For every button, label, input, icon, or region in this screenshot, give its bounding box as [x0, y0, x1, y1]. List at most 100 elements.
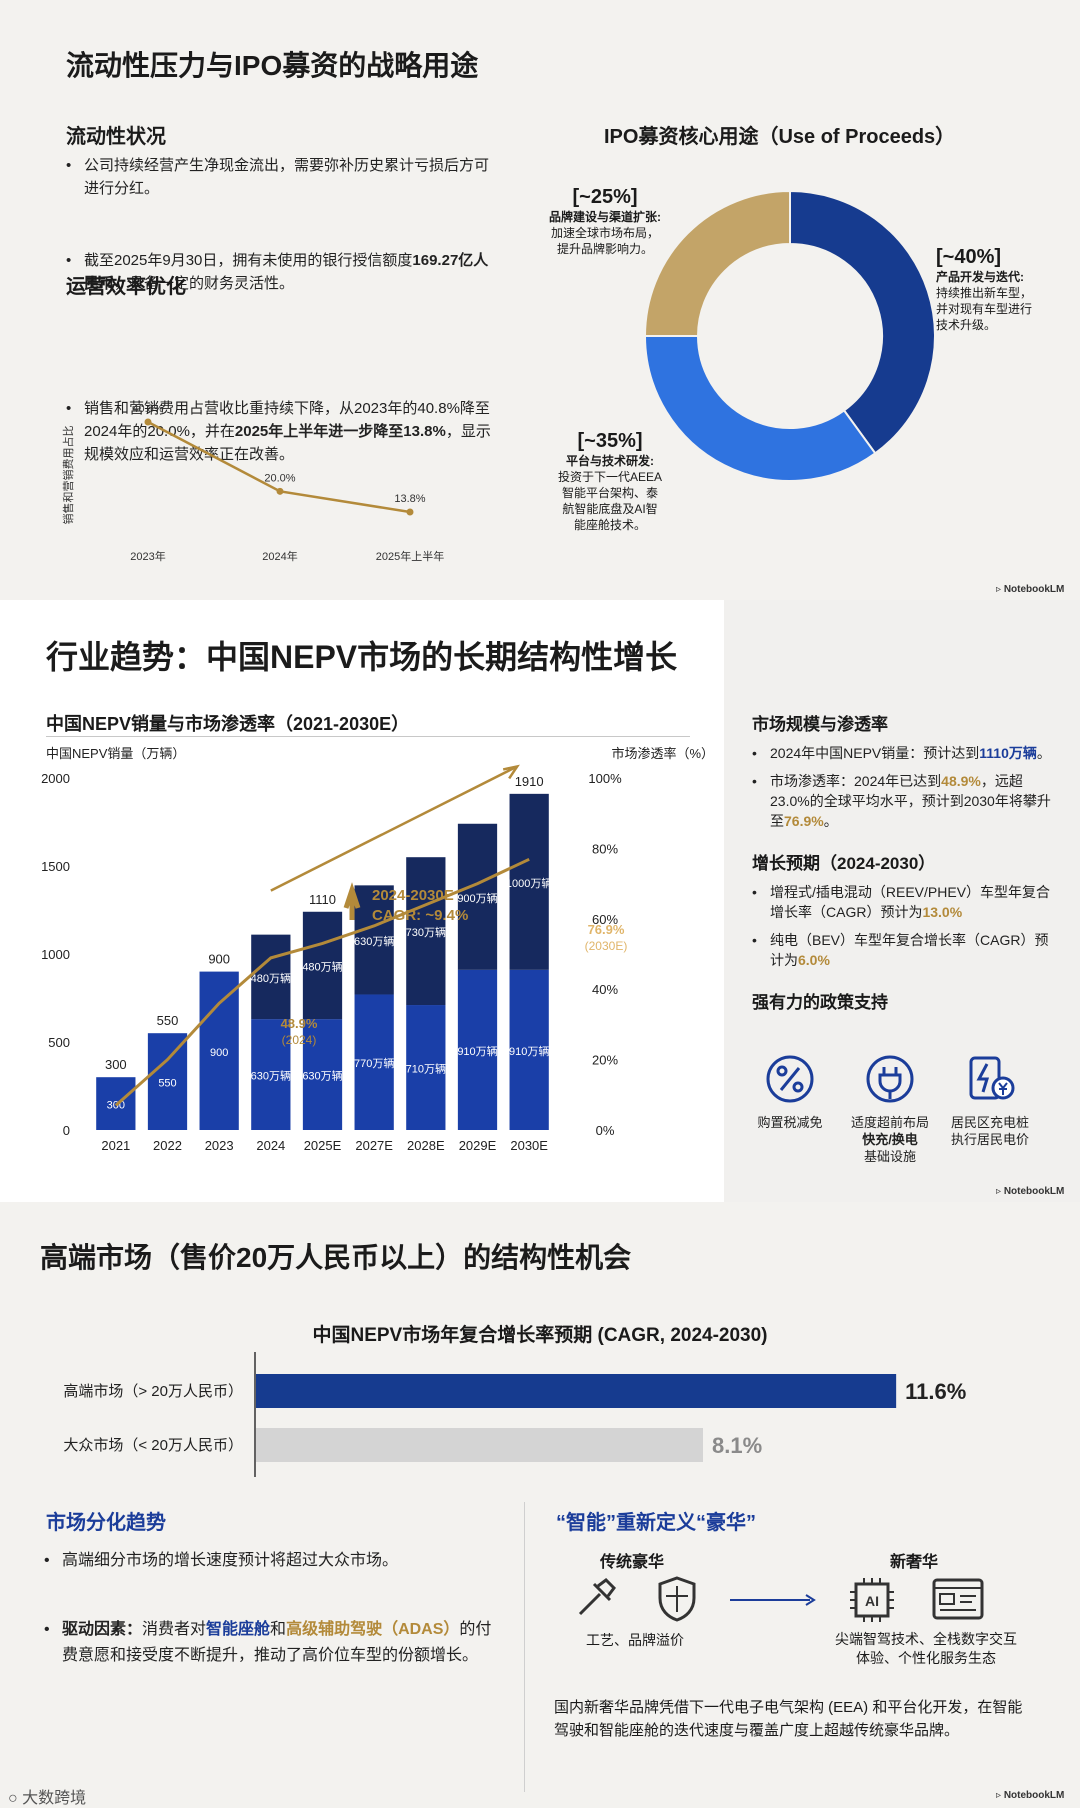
ipo-brand-desc-2: 提升品牌影响力。	[556, 242, 653, 256]
sales-expense-point	[144, 418, 152, 426]
nepv-bar-upper-label: 1000万辆	[506, 876, 552, 890]
nepv-bar-upper	[509, 793, 549, 970]
cagr-trend-arrowhead	[502, 764, 520, 780]
ipo-segment-platform: [~35%] 平台与技术研发: 投资于下一代AEEA 智能平台架构、泰 航智能底…	[545, 430, 675, 533]
side-bullet-4: 纯电（BEV）车型年复合增长率（CAGR）预计为6.0%	[752, 930, 1052, 970]
ipo-platform-desc-1: 投资于下一代AEEA	[557, 470, 663, 484]
sales-expense-ylabel: 销售和营销费用占比	[61, 426, 75, 525]
ipo-brand-desc-1: 加速全球市场布局，	[550, 226, 659, 240]
cagr-category-label: 大众市场（< 20万人民币）	[63, 1437, 243, 1454]
nepv-bar-upper-label: 900万辆	[457, 891, 497, 905]
ipo-brand-title: 品牌建设与渠道扩张:	[549, 210, 661, 224]
luxury-heading: “智能”重新定义“豪华”	[556, 1512, 756, 1534]
nepv-bar-lower-label: 910万辆	[457, 1044, 497, 1058]
pen-2024-label: 48.9%	[281, 1016, 318, 1031]
ipo-segment-product: [~40%] 产品开发与迭代: 持续推出新车型， 并对现有车型进行 技术升级。	[936, 246, 1066, 333]
left-axis-label: 中国NEPV销量（万辆）	[46, 746, 185, 761]
side-bullet-1: 2024年中国NEPV销量：预计达到1110万辆。	[752, 743, 1052, 763]
cagr-category-label: 高端市场（> 20万人民币）	[63, 1383, 243, 1400]
sales-expense-point	[276, 487, 284, 495]
nepv-total-label: 1110	[309, 892, 336, 907]
policy-residential-l1: 居民区充电桩	[950, 1115, 1029, 1130]
nepv-bar-lower-label: 910万辆	[509, 1044, 549, 1058]
ai-chip-icon: AI	[850, 1578, 894, 1622]
nepv-total-label: 1910	[515, 774, 544, 789]
percent-icon	[766, 1055, 814, 1103]
notebooklm-badge-3: ▹ NotebookLM	[996, 1790, 1065, 1801]
right-tick-label: 40%	[592, 982, 618, 997]
trend-bullet-2: 驱动因素：消费者对智能座舱和高级辅助驾驶（ADAS）的付费意愿和接受度不断提升，…	[44, 1617, 494, 1669]
efficiency-heading: 运营效率优化	[66, 276, 186, 298]
sales-expense-line-chart: 销售和营销费用占比 40.8% 2023年 20.0% 2024年 13.8% 2025年…	[61, 403, 444, 563]
sidebar-content: 市场规模与渗透率 2024年中国NEPV销量：预计达到1110万辆。 市场渗透率…	[752, 710, 1052, 1013]
nepv-x-label: 2025E	[304, 1138, 342, 1153]
footer-brand: ○ 大数跨境	[8, 1790, 87, 1807]
nepv-bar-upper-label: 730万辆	[406, 925, 446, 939]
sales-expense-x-label: 2023年	[130, 549, 165, 563]
nepv-bar-lower	[302, 1019, 343, 1130]
ipo-platform-desc-4: 能座舱技术。	[573, 518, 646, 532]
nepv-x-label: 2021	[101, 1138, 130, 1153]
column-divider	[524, 1502, 525, 1792]
page-title: 流动性压力与IPO募资的战略用途	[66, 50, 479, 81]
cagr-hbar-chart: 高端市场（> 20万人民币） 11.6% 大众市场（< 20万人民币） 8.1%	[63, 1352, 966, 1477]
penetration-line	[114, 857, 530, 1107]
side-h1: 市场规模与渗透率	[752, 715, 888, 734]
nepv-total-label: 900	[208, 952, 230, 967]
ipo-product-desc-1: 持续推出新车型，	[936, 286, 1033, 300]
panel-industry-trend: 行业趋势：中国NEPV市场的长期结构性增长 中国NEPV销量与市场渗透率（202…	[0, 600, 1080, 1202]
nepv-total-label: 550	[157, 1013, 179, 1028]
nepv-x-label: 2029E	[459, 1138, 497, 1153]
nepv-bar-lower-label: 710万辆	[406, 1062, 446, 1076]
policy-residential-l2: 执行居民电价	[950, 1132, 1029, 1147]
left-tick-label: 1500	[41, 859, 70, 874]
ipo-platform-pct: [~35%]	[577, 430, 643, 452]
cagr-trend-arrow	[270, 766, 516, 892]
pen-2024-sub: (2024)	[282, 1033, 317, 1047]
luxury-body: 国内新奢华品牌凭借下一代电子电气架构 (EEA) 和平台化开发，在智能驾驶和智能…	[554, 1699, 1023, 1739]
sales-expense-line	[147, 420, 411, 514]
notebooklm-badge-2: ▹ NotebookLM	[996, 1186, 1065, 1197]
ipo-donut-slice	[643, 335, 877, 482]
nepv-bar-lower	[406, 1005, 446, 1130]
side-bullet-3: 增程式/插电混动（REEV/PHEV）车型年复合增长率（CAGR）预计为13.0…	[752, 882, 1052, 922]
policy-charging-l3: 基础设施	[863, 1149, 916, 1164]
policy-tax-label: 购置税减免	[757, 1115, 823, 1130]
left-tick-label: 1000	[41, 947, 70, 962]
trend-bullet-1: 高端细分市场的增长速度预计将超过大众市场。	[44, 1548, 494, 1573]
nepv-x-label: 2030E	[510, 1138, 548, 1153]
policy-charging-l2: 快充/换电	[862, 1132, 918, 1147]
ipo-platform-desc-3: 航智能底盘及AI智	[562, 502, 658, 516]
nepv-bar-upper-label: 630万辆	[354, 934, 394, 948]
new-luxury-title: 新奢华	[890, 1554, 939, 1571]
right-tick-label: 0%	[596, 1123, 615, 1138]
right-tick-label: 60%	[592, 912, 618, 927]
policy-residential: 居民区充电桩 执行居民电价	[940, 1052, 1040, 1148]
cagr-bar	[256, 1374, 897, 1408]
ipo-product-title: 产品开发与迭代:	[936, 270, 1024, 284]
cagr-bar	[256, 1428, 703, 1462]
ipo-segment-brand: [~25%] 品牌建设与渠道扩张: 加速全球市场布局， 提升品牌影响力。	[540, 186, 670, 257]
nepv-bar-upper	[302, 911, 343, 1020]
sales-expense-value-label: 13.8%	[394, 493, 425, 505]
nepv-chart-title: 中国NEPV销量与市场渗透率（2021-2030E）	[46, 714, 410, 734]
nepv-x-label: 2022	[153, 1138, 182, 1153]
nepv-combo-chart: 中国NEPV销量（万辆） 市场渗透率（%） 0 500 1000 1500 2000 0%…	[41, 746, 710, 1153]
nepv-bar-lower	[199, 971, 239, 1130]
cagr-value: CAGR: ~9.4%	[372, 907, 468, 924]
nepv-bar-lower	[457, 969, 498, 1130]
panel-premium-market: 高端市场（售价20万人民币以上）的结构性机会 中国NEPV市场年复合增长率预期 …	[0, 1202, 1080, 1808]
policy-tax: 购置税减免	[740, 1052, 840, 1131]
policy-charging: 适度超前布局 快充/换电 基础设施	[840, 1052, 940, 1165]
new-luxury-caption: 尖端智驾技术、全栈数字交互 体验、个性化服务生态	[835, 1631, 1017, 1666]
nepv-bar-upper-label: 480万辆	[251, 971, 291, 985]
cagr-annotation: 2024-2030E CAGR: ~9.4%	[343, 882, 468, 924]
pen-2030-label: 76.9%	[588, 922, 625, 937]
nepv-bar-upper	[354, 885, 394, 995]
nepv-x-label: 2023	[205, 1138, 234, 1153]
nepv-x-label: 2027E	[355, 1138, 393, 1153]
liquidity-bullet-2: 截至2025年9月30日，拥有未使用的银行授信额度169.27亿人民币，具备一定…	[66, 249, 496, 295]
right-tick-label: 20%	[592, 1053, 618, 1068]
nepv-bar-lower	[147, 1033, 188, 1130]
left-tick-label: 0	[63, 1123, 70, 1138]
